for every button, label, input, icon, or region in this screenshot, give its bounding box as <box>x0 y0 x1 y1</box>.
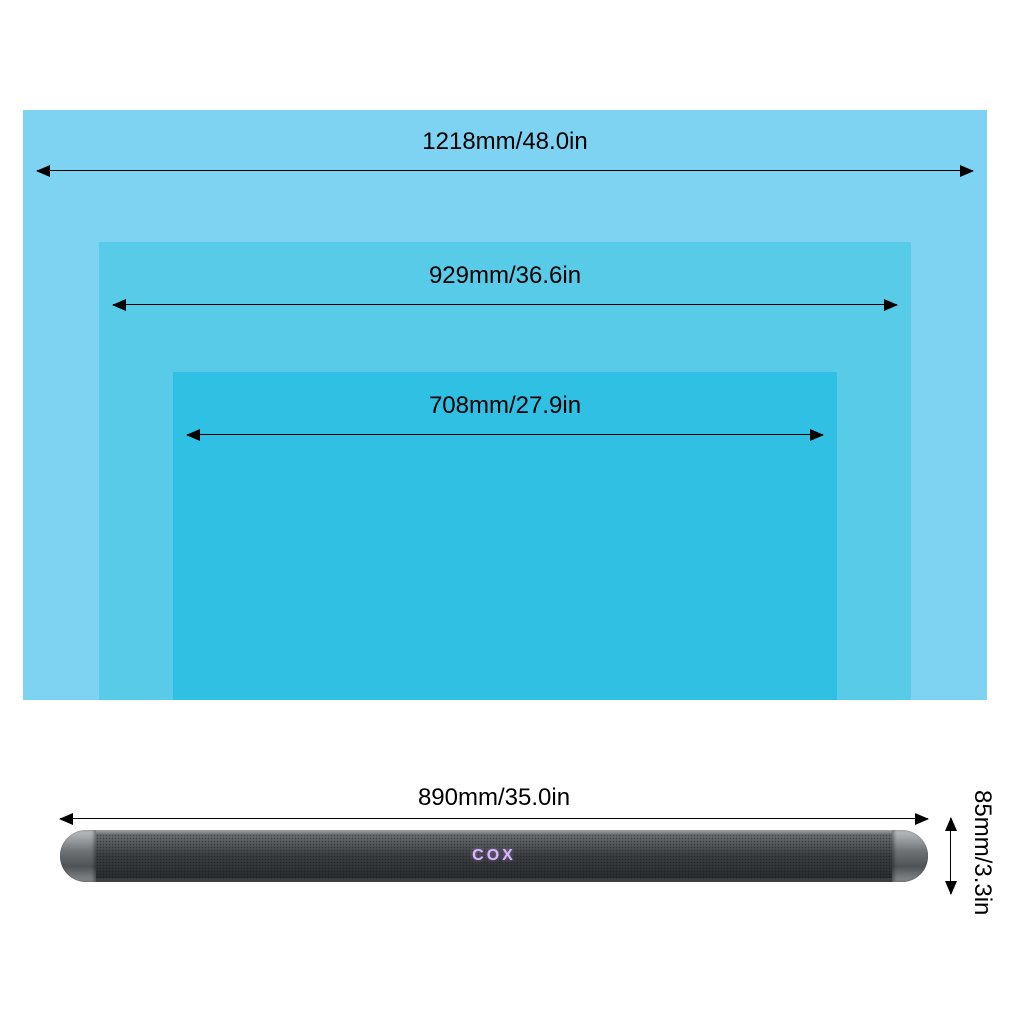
panel-inner-label: 708mm/27.9in <box>173 392 837 420</box>
panel-inner <box>173 372 837 700</box>
dimension-infographic: 1218mm/48.0in 929mm/36.6in 708mm/27.9in … <box>0 0 1010 1010</box>
soundbar-logo: COX <box>472 847 516 865</box>
panel-middle-label: 929mm/36.6in <box>99 262 911 290</box>
soundbar-endcap-right <box>892 830 928 882</box>
panel-inner-arrow <box>187 434 823 435</box>
panel-outer-arrow <box>37 170 973 171</box>
soundbar-width-arrow <box>60 818 928 819</box>
panel-middle-arrow <box>113 304 897 305</box>
soundbar-height-label: 85mm/3.3in <box>968 790 996 915</box>
soundbar-height-arrow <box>950 818 951 894</box>
soundbar-endcap-left <box>60 830 96 882</box>
panel-outer-label: 1218mm/48.0in <box>23 128 987 156</box>
soundbar-width-label: 890mm/35.0in <box>60 784 928 812</box>
soundbar: COX <box>60 830 928 882</box>
